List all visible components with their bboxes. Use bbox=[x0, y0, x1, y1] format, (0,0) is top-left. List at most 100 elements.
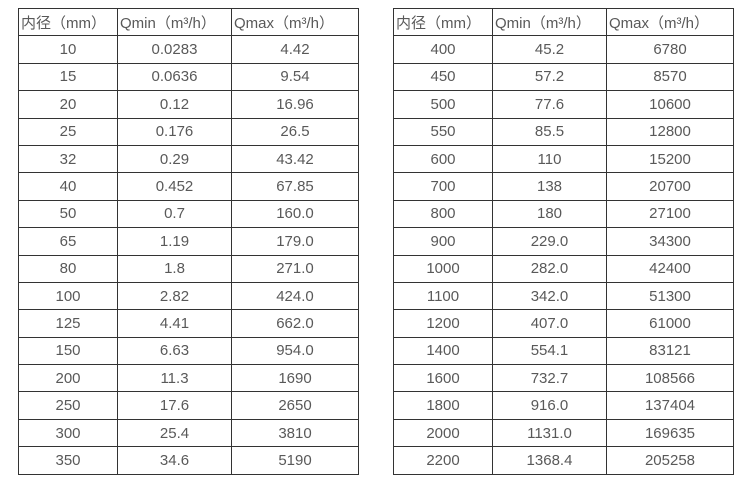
table-row: 550 85.5 12800 bbox=[393, 117, 734, 146]
table-row: 100 2.82 424.0 bbox=[18, 281, 359, 311]
table-cell: 20700 bbox=[606, 172, 734, 201]
table-row: 1200 407.0 61000 bbox=[393, 309, 734, 338]
table-row: 65 1.19 179.0 bbox=[18, 227, 359, 256]
table-row: 1000 282.0 42400 bbox=[393, 254, 734, 283]
table-cell: 26.5 bbox=[231, 117, 359, 146]
table-cell: 400 bbox=[393, 35, 493, 64]
table-cell: 450 bbox=[393, 62, 493, 92]
table-cell: 100 bbox=[18, 281, 118, 311]
table-row: 20 0.12 16.96 bbox=[18, 90, 359, 119]
table-cell: 2650 bbox=[231, 391, 359, 420]
table-row: 250 17.6 2650 bbox=[18, 391, 359, 420]
flow-rate-table-right: 内径（mm） Qmin（m³/h） Qmax（m³/h） 400 45.2 6780 450… bbox=[393, 7, 734, 475]
table-row: 125 4.41 662.0 bbox=[18, 309, 359, 338]
table-cell: 200 bbox=[18, 364, 118, 393]
table-cell: 15200 bbox=[606, 144, 734, 174]
table-row: 400 45.2 6780 bbox=[393, 35, 734, 64]
table-cell: 0.452 bbox=[117, 172, 232, 201]
table-row: 200 11.3 1690 bbox=[18, 364, 359, 393]
table-cell: 6.63 bbox=[117, 336, 232, 366]
table-cell: 15 bbox=[18, 62, 118, 92]
table-cell: 554.1 bbox=[492, 336, 607, 366]
column-header: Qmax（m³/h） bbox=[606, 7, 734, 37]
table-cell: 150 bbox=[18, 336, 118, 366]
table-cell: 138 bbox=[492, 172, 607, 201]
table-row: 25 0.176 26.5 bbox=[18, 117, 359, 146]
table-cell: 42400 bbox=[606, 254, 734, 283]
table-cell: 17.6 bbox=[117, 391, 232, 420]
table-cell: 1000 bbox=[393, 254, 493, 283]
table-row: 1400 554.1 83121 bbox=[393, 336, 734, 366]
table-cell: 800 bbox=[393, 199, 493, 229]
table-cell: 4.42 bbox=[231, 35, 359, 64]
table-cell: 16.96 bbox=[231, 90, 359, 119]
table-cell: 1800 bbox=[393, 391, 493, 420]
table-cell: 67.85 bbox=[231, 172, 359, 201]
table-cell: 43.42 bbox=[231, 144, 359, 174]
table-cell: 5190 bbox=[231, 446, 359, 475]
table-cell: 2000 bbox=[393, 418, 493, 448]
table-cell: 137404 bbox=[606, 391, 734, 420]
table-cell: 1100 bbox=[393, 281, 493, 311]
table-cell: 2200 bbox=[393, 446, 493, 475]
flow-rate-table-left: 内径（mm） Qmin（m³/h） Qmax（m³/h） 10 0.0283 4.42 15… bbox=[18, 7, 359, 475]
column-header: Qmin（m³/h） bbox=[492, 7, 607, 37]
table-cell: 550 bbox=[393, 117, 493, 146]
table-cell: 180 bbox=[492, 199, 607, 229]
table-cell: 34300 bbox=[606, 227, 734, 256]
table-row: 150 6.63 954.0 bbox=[18, 336, 359, 366]
table-cell: 61000 bbox=[606, 309, 734, 338]
table-cell: 65 bbox=[18, 227, 118, 256]
column-header: Qmax（m³/h） bbox=[231, 7, 359, 37]
table-cell: 10 bbox=[18, 35, 118, 64]
table-row: 15 0.0636 9.54 bbox=[18, 62, 359, 92]
table-cell: 900 bbox=[393, 227, 493, 256]
table-cell: 40 bbox=[18, 172, 118, 201]
table-cell: 4.41 bbox=[117, 309, 232, 338]
table-cell: 85.5 bbox=[492, 117, 607, 146]
table-row: 800 180 27100 bbox=[393, 199, 734, 229]
table-row: 32 0.29 43.42 bbox=[18, 144, 359, 174]
table-cell: 1.19 bbox=[117, 227, 232, 256]
table-cell: 20 bbox=[18, 90, 118, 119]
table-row: 80 1.8 271.0 bbox=[18, 254, 359, 283]
table-cell: 1600 bbox=[393, 364, 493, 393]
table-row: 700 138 20700 bbox=[393, 172, 734, 201]
table-row: 40 0.452 67.85 bbox=[18, 172, 359, 201]
table-cell: 25 bbox=[18, 117, 118, 146]
table-row: 450 57.2 8570 bbox=[393, 62, 734, 92]
table-cell: 0.0636 bbox=[117, 62, 232, 92]
table-cell: 179.0 bbox=[231, 227, 359, 256]
table-row: 500 77.6 10600 bbox=[393, 90, 734, 119]
table-cell: 0.29 bbox=[117, 144, 232, 174]
table-cell: 169635 bbox=[606, 418, 734, 448]
table-cell: 1.8 bbox=[117, 254, 232, 283]
table-cell: 732.7 bbox=[492, 364, 607, 393]
table-cell: 12800 bbox=[606, 117, 734, 146]
table-cell: 600 bbox=[393, 144, 493, 174]
table-cell: 34.6 bbox=[117, 446, 232, 475]
table-row: 600 110 15200 bbox=[393, 144, 734, 174]
table-cell: 9.54 bbox=[231, 62, 359, 92]
table-cell: 108566 bbox=[606, 364, 734, 393]
table-cell: 1200 bbox=[393, 309, 493, 338]
column-header: 内径（mm） bbox=[393, 7, 493, 37]
table-cell: 51300 bbox=[606, 281, 734, 311]
table-cell: 916.0 bbox=[492, 391, 607, 420]
table-cell: 10600 bbox=[606, 90, 734, 119]
header-row: 内径（mm） Qmin（m³/h） Qmax（m³/h） bbox=[18, 7, 359, 37]
table-cell: 500 bbox=[393, 90, 493, 119]
table-cell: 160.0 bbox=[231, 199, 359, 229]
table-cell: 32 bbox=[18, 144, 118, 174]
table-row: 1800 916.0 137404 bbox=[393, 391, 734, 420]
table-cell: 80 bbox=[18, 254, 118, 283]
table-cell: 1131.0 bbox=[492, 418, 607, 448]
table-cell: 125 bbox=[18, 309, 118, 338]
table-cell: 27100 bbox=[606, 199, 734, 229]
table-cell: 3810 bbox=[231, 418, 359, 448]
table-cell: 407.0 bbox=[492, 309, 607, 338]
table-cell: 2.82 bbox=[117, 281, 232, 311]
table-row: 50 0.7 160.0 bbox=[18, 199, 359, 229]
column-header: Qmin（m³/h） bbox=[117, 7, 232, 37]
